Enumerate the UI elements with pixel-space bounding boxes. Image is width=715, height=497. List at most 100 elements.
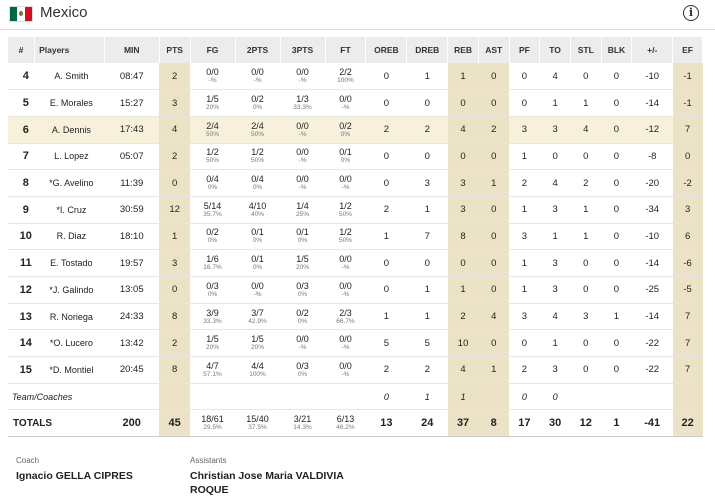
player-pts: 0: [159, 276, 191, 304]
player-stl: 0: [570, 329, 602, 358]
player-reb: 4: [447, 356, 479, 384]
col-header-pf[interactable]: PF: [509, 37, 541, 63]
player-plus-minus: -14: [631, 249, 673, 277]
player-number: 12: [8, 276, 35, 304]
team-dreb: 1: [406, 383, 448, 411]
player-fg: 2/4 50%: [190, 116, 236, 144]
col-header-pts[interactable]: PTS: [159, 37, 191, 63]
player-name[interactable]: A. Smith: [34, 63, 105, 91]
player-plus-minus: -22: [631, 356, 673, 384]
col-header-fg[interactable]: FG: [190, 37, 236, 63]
team-reb: 1: [447, 383, 479, 411]
table-row[interactable]: 7 L. Lopez 05:07 2 1/2 50% 1/2 50% 0/0 -% 0/1 0% 0 0 0…: [8, 143, 703, 171]
player-name[interactable]: E. Morales: [34, 89, 105, 117]
table-row[interactable]: 10 R. Diaz 18:10 1 0/2 0% 0/1 0% 0/1 0% 1/2 50% 1 7 8 0…: [8, 223, 703, 251]
totals-min: 200: [104, 409, 160, 438]
player-number: 13: [8, 303, 35, 331]
col-header-ft[interactable]: FT: [325, 37, 367, 63]
player-oreb: 2: [365, 196, 407, 224]
col-header-2pts[interactable]: 2PTS: [235, 37, 281, 63]
col-header-ef[interactable]: EF: [672, 37, 703, 63]
table-row[interactable]: 4 A. Smith 08:47 2 0/0 -% 0/0 -% 0/0 -% 2/2 100% 0 1 1…: [8, 63, 703, 91]
player-ft: 0/0 -%: [325, 249, 366, 277]
player-name[interactable]: E. Tostado: [34, 249, 105, 277]
col-header-oreb[interactable]: OREB: [365, 37, 408, 63]
player-name[interactable]: *J. Galindo: [34, 276, 105, 304]
player-to: 1: [539, 89, 571, 117]
player-blk: 0: [601, 116, 632, 144]
player-number: 8: [8, 169, 35, 197]
player-name[interactable]: *O. Lucero: [34, 329, 105, 358]
player-name[interactable]: R. Noriega: [34, 303, 105, 331]
player-ast: 1: [478, 356, 510, 384]
col-header-ast[interactable]: AST: [478, 37, 510, 63]
player-blk: 1: [601, 303, 632, 331]
player-plus-minus: -10: [631, 63, 673, 91]
player-stl: 0: [570, 63, 602, 91]
col-header-players[interactable]: Players: [34, 37, 105, 63]
col-header-min[interactable]: MIN: [104, 37, 160, 63]
table-row[interactable]: 15 *D. Montiel 20:45 8 4/7 57.1% 4/4 100% 0/3 0% 0…: [8, 356, 703, 384]
player-fg: 0/2 0%: [190, 223, 236, 251]
col-header-plus-minus[interactable]: +/-: [631, 37, 674, 63]
table-row[interactable]: 9 *I. Cruz 30:59 12 5/14 35.7% 4/10 40% 1/4 25% 1/…: [8, 196, 703, 224]
player-pts: 2: [159, 143, 191, 171]
player-pf: 3: [509, 116, 540, 144]
mexico-flag-icon: [9, 6, 33, 22]
assistant-name-line2: ROQUE: [190, 484, 229, 496]
table-row[interactable]: 6 A. Dennis 17:43 4 2/4 50% 2/4 50% 0/0 -% 0/2 0% 2 2…: [8, 116, 703, 144]
table-row[interactable]: 14 *O. Lucero 13:42 2 1/5 20% 1/5 20% 0/0 -% 0/0 -%…: [8, 329, 703, 358]
col-header-number[interactable]: #: [8, 37, 36, 63]
player-number: 9: [8, 196, 35, 224]
player-name[interactable]: L. Lopez: [34, 143, 105, 171]
table-row[interactable]: 11 E. Tostado 19:57 3 1/6 16.7% 0/1 0% 1/5 20% 0/0…: [8, 249, 703, 277]
player-ast: 0: [478, 249, 510, 277]
player-min: 08:47: [104, 63, 160, 91]
table-row[interactable]: 8 *G. Avelino 11:39 0 0/4 0% 0/4 0% 0/0 -% 0/0 -% 0 3…: [8, 169, 703, 197]
player-name[interactable]: A. Dennis: [34, 116, 105, 144]
col-header-to[interactable]: TO: [539, 37, 571, 63]
player-oreb: 2: [365, 116, 407, 144]
player-pts: 3: [159, 89, 191, 117]
player-name[interactable]: R. Diaz: [34, 223, 105, 251]
player-fg: 0/3 0%: [190, 276, 236, 304]
player-reb: 8: [447, 223, 479, 251]
player-fg: 1/6 16.7%: [190, 249, 236, 277]
table-row[interactable]: 5 E. Morales 15:27 3 1/5 20% 0/2 0% 1/3 33.3% 0/0-…: [8, 89, 703, 117]
col-header-3pts[interactable]: 3PTS: [280, 37, 326, 63]
player-dreb: 7: [406, 223, 448, 251]
totals-plus-minus: -41: [631, 409, 673, 438]
player-ft: 2/3 66.7%: [325, 303, 366, 331]
player-name[interactable]: *G. Avelino: [34, 169, 105, 197]
player-ast: 0: [478, 63, 510, 91]
player-name[interactable]: *D. Montiel: [34, 356, 105, 384]
player-2pts: 3/7 42.9%: [235, 303, 281, 331]
col-header-dreb[interactable]: DREB: [406, 37, 449, 63]
col-header-blk[interactable]: BLK: [601, 37, 633, 63]
player-ef: 7: [672, 329, 703, 358]
player-ef: -1: [672, 63, 703, 91]
player-pf: 1: [509, 143, 540, 171]
table-row[interactable]: 13 R. Noriega 24:33 8 3/9 33.3% 3/7 42.9% 0/2 0% 2…: [8, 303, 703, 331]
player-number: 11: [8, 249, 35, 277]
player-min: 15:27: [104, 89, 160, 117]
col-header-reb[interactable]: REB: [447, 37, 479, 63]
player-stl: 1: [570, 196, 602, 224]
player-ft: 0/2 0%: [325, 116, 366, 144]
player-plus-minus: -12: [631, 116, 673, 144]
info-icon[interactable]: i: [683, 5, 699, 21]
totals-ft: 6/13 46.2%: [325, 409, 366, 438]
table-row[interactable]: 12 *J. Galindo 13:05 0 0/3 0% 0/0 -% 0/3 0% 0/0 -% 0…: [8, 276, 703, 304]
player-ft: 0/0 -%: [325, 89, 366, 117]
player-plus-minus: -25: [631, 276, 673, 304]
player-name[interactable]: *I. Cruz: [34, 196, 105, 224]
player-3pts: 0/3 0%: [280, 276, 326, 304]
totals-ast: 8: [478, 409, 510, 438]
col-header-stl[interactable]: STL: [570, 37, 602, 63]
player-reb: 1: [447, 276, 479, 304]
player-number: 7: [8, 143, 35, 171]
player-stl: 1: [570, 89, 602, 117]
player-plus-minus: -20: [631, 169, 673, 197]
player-reb: 3: [447, 169, 479, 197]
player-ef: -5: [672, 276, 703, 304]
